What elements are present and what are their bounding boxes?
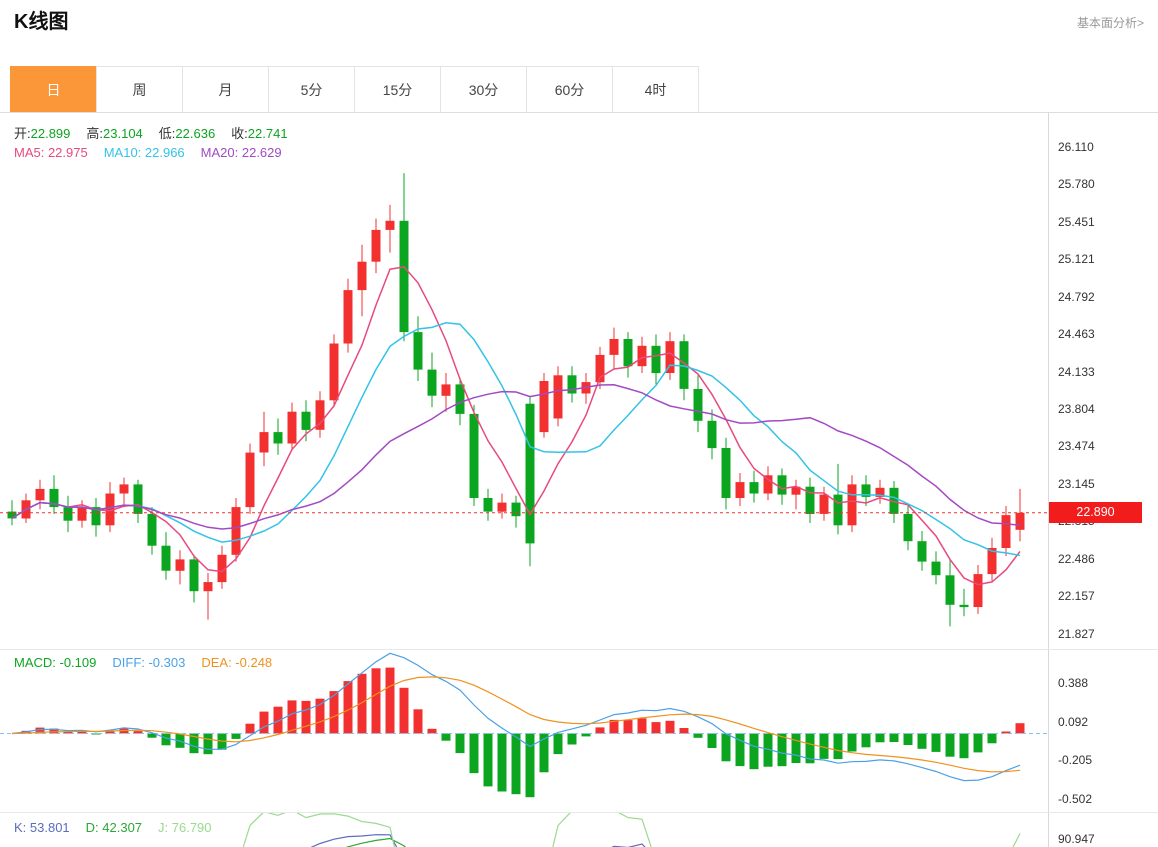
legend-item-d: D: 42.307	[86, 820, 142, 835]
macd-axis-tick: -0.205	[1058, 753, 1092, 767]
legend-item-ma5: MA5: 22.975	[14, 145, 88, 160]
price-axis-tick: 23.474	[1058, 439, 1095, 453]
tab-5min[interactable]: 5分	[268, 66, 355, 112]
price-axis-tick: 25.451	[1058, 215, 1095, 229]
current-price-tag: 22.890	[1049, 502, 1142, 523]
ma5-line	[12, 267, 1020, 585]
price-axis-tick: 25.121	[1058, 252, 1095, 266]
legend-item-macd: MACD: -0.109	[14, 655, 96, 670]
price-axis-tick: 24.792	[1058, 290, 1095, 304]
legend-item-j: J: 76.790	[158, 820, 212, 835]
candlestick-panel: 开:22.899 高:23.104 低:22.636 收:22.741 MA5: 22…	[0, 113, 1158, 650]
macd-panel: MACD: -0.109 DIFF: -0.303 DEA: -0.248 0.38…	[0, 650, 1158, 813]
page-title: K线图	[14, 10, 1144, 34]
legend-item-k: K: 53.801	[14, 820, 70, 835]
legend-item-high: 高:23.104	[86, 123, 142, 142]
legend-item-low: 低:22.636	[159, 123, 215, 142]
legend-item-dea: DEA: -0.248	[201, 655, 272, 670]
price-axis-tick: 24.133	[1058, 365, 1095, 379]
legend-item-diff: DIFF: -0.303	[112, 655, 185, 670]
tab-60min[interactable]: 60分	[526, 66, 613, 112]
page-header: K线图 基本面分析>	[0, 0, 1158, 34]
tab-week[interactable]: 周	[96, 66, 183, 112]
price-axis-tick: 23.804	[1058, 402, 1095, 416]
legend-item-open: 开:22.899	[14, 123, 70, 142]
price-axis-tick: 21.827	[1058, 627, 1095, 641]
legend-item-close: 收:22.741	[231, 123, 287, 142]
price-axis-tick: 24.463	[1058, 327, 1095, 341]
kdj-legend: K: 53.801 D: 42.307 J: 76.790	[14, 820, 212, 835]
macd-axis-tick: 0.092	[1058, 715, 1088, 729]
macd-axis-tick: 0.388	[1058, 676, 1088, 690]
legend-item-ma20: MA20: 22.629	[201, 145, 282, 160]
price-axis-tick: 25.780	[1058, 177, 1095, 191]
kdj-axis-tick: 90.947	[1058, 832, 1095, 846]
price-axis-tick: 22.157	[1058, 589, 1095, 603]
k-line	[12, 835, 1020, 847]
macd-axis-tick: -0.502	[1058, 792, 1092, 806]
kdj-panel: K: 53.801 D: 42.307 J: 76.790 90.947	[0, 813, 1158, 847]
main-candlestick-chart[interactable]	[0, 113, 1049, 649]
legend-item-ma10: MA10: 22.966	[104, 145, 185, 160]
tab-30min[interactable]: 30分	[440, 66, 527, 112]
price-axis-tick: 26.110	[1058, 140, 1094, 154]
tab-15min[interactable]: 15分	[354, 66, 441, 112]
macd-chart[interactable]	[0, 650, 1049, 812]
tab-month[interactable]: 月	[182, 66, 269, 112]
candles	[8, 173, 1025, 626]
price-axis-tick: 23.145	[1058, 477, 1095, 491]
ma-legend: MA5: 22.975 MA10: 22.966 MA20: 22.629	[14, 145, 282, 160]
fundamental-analysis-link[interactable]: 基本面分析>	[1077, 14, 1144, 31]
macd-legend: MACD: -0.109 DIFF: -0.303 DEA: -0.248	[14, 655, 272, 670]
tab-day[interactable]: 日	[10, 66, 97, 112]
price-axis-tick: 22.486	[1058, 552, 1095, 566]
tab-4hour[interactable]: 4时	[612, 66, 699, 112]
ohlc-legend: 开:22.899 高:23.104 低:22.636 收:22.741	[14, 123, 288, 142]
